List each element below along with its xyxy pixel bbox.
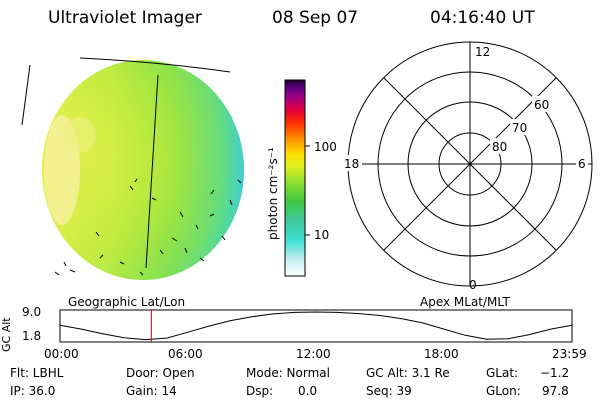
date-label: 08 Sep 07 [272, 8, 359, 28]
polar-plot: 12 18 6 0 60 70 80 [342, 41, 593, 292]
xtick-0600: 06:00 [168, 347, 203, 361]
glon-value: 97.8 [542, 384, 569, 398]
instrument-title: Ultraviolet Imager [48, 8, 202, 28]
mode-info: Mode: Normal [246, 366, 330, 380]
colorbar-tick-10: 10 [314, 228, 330, 242]
grid-arc [79, 57, 231, 73]
door-info: Door: Open [126, 366, 195, 380]
time-label: 04:16:40 UT [430, 8, 535, 28]
altitude-plot [59, 309, 573, 343]
glon-label: GLon: [486, 384, 521, 398]
colorbar-tick-100: 100 [314, 140, 337, 154]
ip-info: IP: 36.0 [10, 384, 56, 398]
apex-label: Apex MLat/MLT [420, 295, 510, 309]
uv-earth-image [21, 57, 244, 280]
mlt-0-label: 0 [469, 278, 477, 292]
seq-info: Seq: 39 [366, 384, 412, 398]
xtick-2359: 23:59 [552, 347, 587, 361]
altitude-ytick-top: 9.0 [22, 305, 42, 319]
xtick-1200: 12:00 [296, 347, 331, 361]
altitude-ytick-bottom: 1.8 [22, 329, 42, 343]
meridian-line [145, 74, 159, 269]
mlat-80-label: 80 [492, 140, 507, 154]
altitude-curve [59, 311, 573, 341]
mlt-18-label: 18 [344, 157, 359, 171]
gc-alt-info: GC Alt: 3.1 Re [366, 366, 450, 380]
mlat-70-label: 70 [512, 121, 527, 135]
mlat-60-label: 60 [534, 98, 549, 112]
colorbar-unit-label: photon cm⁻²s⁻¹ [266, 147, 280, 240]
glat-label: GLat: [486, 366, 519, 380]
dsp-label: Dsp: [246, 384, 274, 398]
mlt-12-label: 12 [475, 45, 490, 59]
altitude-plot-frame [59, 309, 573, 343]
gain-info: Gain: 14 [126, 384, 177, 398]
coastline-marks [54, 178, 242, 276]
colorbar [284, 79, 310, 277]
xtick-0000: 00:00 [44, 347, 79, 361]
glat-value: −1.2 [540, 366, 570, 380]
xtick-1800: 18:00 [424, 347, 459, 361]
altitude-ylabel: GC Alt [0, 317, 13, 352]
earth-disk [42, 60, 244, 280]
geographic-label: Geographic Lat/Lon [68, 295, 186, 309]
filter-info: Flt: LBHL [10, 366, 64, 380]
dsp-value: 0.0 [298, 384, 318, 398]
mlt-6-label: 6 [578, 157, 586, 171]
